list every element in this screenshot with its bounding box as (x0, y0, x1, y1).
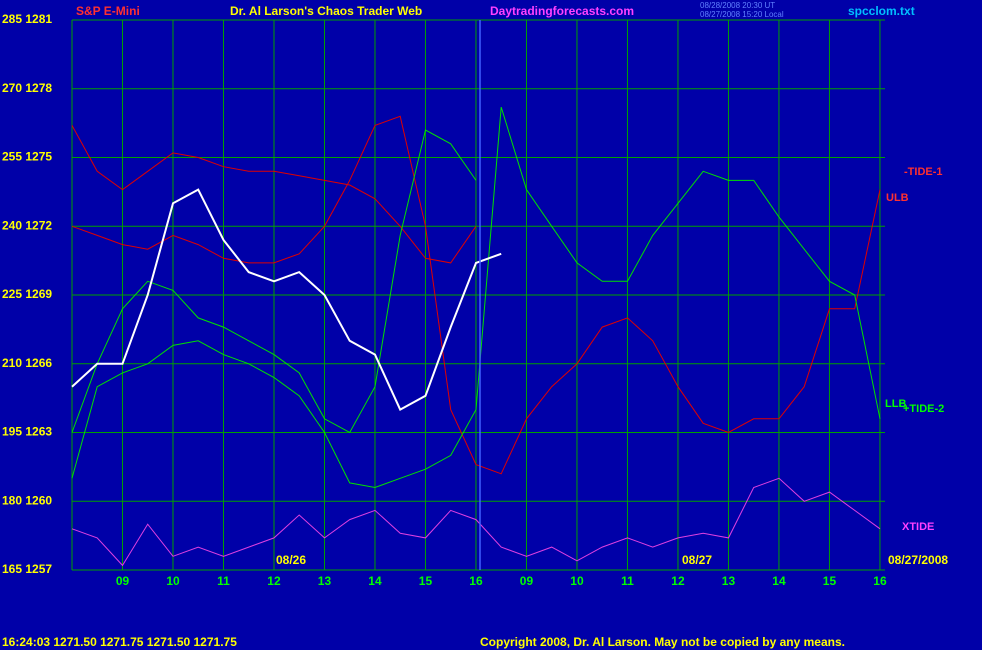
day-label: 08/27/2008 (888, 553, 948, 567)
chart-title: Dr. Al Larson's Chaos Trader Web (230, 4, 422, 18)
y-tick-label: 255 1275 (2, 150, 52, 164)
y-tick-label: 225 1269 (2, 287, 52, 301)
y-tick-label: 240 1272 (2, 218, 52, 232)
series-label: ULB (886, 192, 909, 204)
file-name: spcclom.txt (848, 4, 915, 18)
series-line (71, 129, 477, 434)
series-line (71, 188, 502, 411)
site: Daytradingforecasts.com (490, 4, 634, 18)
y-tick-label: 210 1266 (2, 356, 52, 370)
y-tick-label: 165 1257 (2, 562, 52, 576)
stamp-local: 08/27/2008 15:20 Local (700, 10, 784, 19)
x-tick-label: 15 (823, 574, 837, 588)
series-line (71, 125, 477, 264)
series-line (71, 115, 881, 475)
x-tick-label: 11 (217, 574, 230, 588)
x-tick-label: 10 (166, 574, 180, 588)
x-tick-label: 10 (570, 574, 584, 588)
series-label: +TIDE-2 (903, 403, 944, 415)
symbol: S&P E-Mini (76, 4, 140, 18)
x-tick-label: 09 (520, 574, 534, 588)
y-tick-label: 180 1260 (2, 493, 52, 507)
x-tick-label: 13 (318, 574, 332, 588)
x-tick-label: 13 (722, 574, 736, 588)
series-label: -TIDE-1 (904, 166, 943, 178)
series-label: LLB (885, 398, 906, 410)
quote: 16:24:03 1271.50 1271.75 1271.50 1271.75 (2, 635, 237, 649)
y-tick-label: 270 1278 (2, 81, 52, 95)
x-tick-label: 15 (419, 574, 433, 588)
x-tick-label: 14 (772, 574, 786, 588)
day-label: 08/27 (682, 553, 712, 567)
series-line (71, 477, 881, 567)
x-tick-label: 11 (621, 574, 634, 588)
x-tick-label: 16 (873, 574, 887, 588)
x-tick-label: 09 (116, 574, 130, 588)
x-tick-label: 16 (469, 574, 483, 588)
series-line (71, 106, 881, 489)
day-label: 08/26 (276, 553, 306, 567)
plot-area: 165 1257 180 1260 195 1263 210 1266 225 1269… (2, 12, 887, 588)
x-tick-label: 12 (671, 574, 685, 588)
y-tick-label: 285 1281 (2, 12, 52, 26)
x-tick-label: 14 (368, 574, 382, 588)
stamp-ut: 08/28/2008 20:30 UT (700, 1, 775, 10)
series-label: XTIDE (902, 521, 934, 533)
x-tick-label: 12 (267, 574, 281, 588)
y-tick-label: 195 1263 (2, 425, 52, 439)
copyright: Copyright 2008, Dr. Al Larson. May not b… (480, 635, 845, 649)
